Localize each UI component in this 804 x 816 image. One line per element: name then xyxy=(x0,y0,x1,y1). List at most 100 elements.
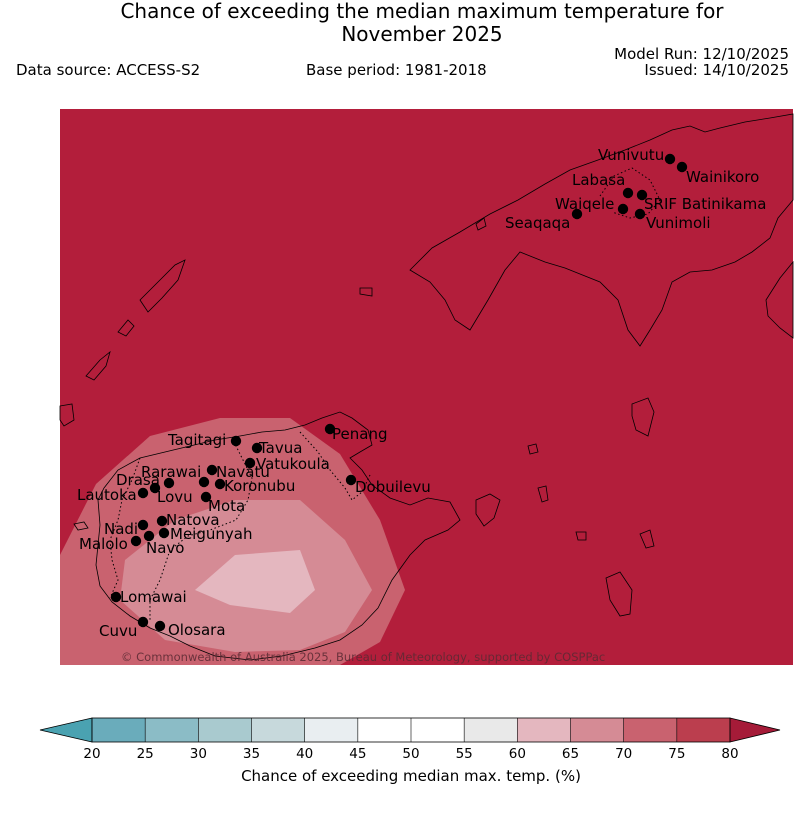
boundary-north xyxy=(599,167,661,219)
colorbar-tick-label: 35 xyxy=(243,746,260,762)
site-label: Seaqaqa xyxy=(505,214,570,232)
site-marker xyxy=(156,515,168,527)
base-period: Base period: 1981-2018 xyxy=(306,61,487,79)
copyright-text: © Commonwealth of Australia 2025, Bureau… xyxy=(121,650,605,664)
colorbar-title: Chance of exceeding median max. temp. (%… xyxy=(241,767,581,785)
colorbar-segment xyxy=(145,718,199,742)
boundary-west xyxy=(109,457,141,599)
site-marker xyxy=(143,530,155,542)
island-c xyxy=(85,350,111,381)
site-marker xyxy=(324,423,336,435)
site-marker xyxy=(137,487,149,499)
site-marker xyxy=(137,519,149,531)
site-marker xyxy=(244,457,256,469)
colorbar-tick-label: 30 xyxy=(190,746,207,762)
island-n xyxy=(475,217,487,231)
site-marker xyxy=(214,478,226,490)
site-label: Tavua xyxy=(258,439,302,457)
site-label: Drasa xyxy=(116,471,160,489)
site-marker xyxy=(676,161,688,173)
site-label: Natova xyxy=(166,511,220,529)
issued-date: Issued: 14/10/2025 xyxy=(644,61,789,79)
site-label: Olosara xyxy=(168,621,226,639)
site-marker xyxy=(137,616,149,628)
site-label: Meigunyah xyxy=(170,525,252,543)
vanua-levu-coast xyxy=(409,113,794,347)
colorbar-segment xyxy=(198,718,252,742)
colorbar-segment xyxy=(464,718,518,742)
colorbar-tick-label: 65 xyxy=(562,746,579,762)
island-l xyxy=(639,529,655,549)
colorbar-tick-label: 55 xyxy=(456,746,473,762)
island-m xyxy=(73,521,89,531)
site-marker xyxy=(345,474,357,486)
colorbar-tick-label: 40 xyxy=(296,746,313,762)
data-source: Data source: ACCESS-S2 xyxy=(16,61,201,79)
site-label: Cuvu xyxy=(99,622,137,640)
island-e xyxy=(359,287,373,297)
site-marker xyxy=(154,620,166,632)
site-marker xyxy=(636,189,648,201)
site-marker xyxy=(634,208,646,220)
site-marker xyxy=(622,187,634,199)
colorbar-segment xyxy=(517,718,571,742)
island-a xyxy=(139,259,186,313)
colorbar-tick-label: 20 xyxy=(83,746,100,762)
colorbar-segment xyxy=(251,718,306,742)
site-marker xyxy=(163,477,175,489)
chart-title: Chance of exceeding the median maximum t… xyxy=(0,0,804,46)
island-f xyxy=(631,397,655,437)
title-line-1: Chance of exceeding the median maximum t… xyxy=(120,0,724,23)
colorbar-tick-label: 25 xyxy=(137,746,154,762)
site-label: Vatukoula xyxy=(256,455,330,473)
island-h xyxy=(537,485,549,503)
site-marker xyxy=(158,527,170,539)
colorbar: 20 25 30 35 40 45 50 55 60 65 70 75 80 Chance of exce… xyxy=(39,717,781,785)
site-label: Malolo xyxy=(79,535,128,553)
island-i xyxy=(605,571,633,617)
colorbar-segment xyxy=(92,718,146,742)
site-marker xyxy=(130,535,142,547)
site-label: Koronubu xyxy=(224,477,295,495)
colorbar-segment xyxy=(304,718,359,742)
colorbar-segment xyxy=(676,718,731,742)
site-label: Nadi xyxy=(104,520,138,538)
site-label: Lovu xyxy=(157,488,193,506)
site-label: Labasa xyxy=(572,171,625,189)
island-j xyxy=(527,443,539,455)
site-marker xyxy=(200,491,212,503)
colorbar-tick-label: 75 xyxy=(668,746,685,762)
site-marker xyxy=(149,482,161,494)
colorbar-tick-label: 80 xyxy=(721,746,738,762)
colorbar-over-arrow xyxy=(729,717,781,743)
colorbar-tick-label: 60 xyxy=(509,746,526,762)
site-label: Navo xyxy=(146,539,184,557)
colorbar-segment xyxy=(623,718,678,742)
site-label: SRIF Batinikama xyxy=(644,195,766,213)
model-run: Model Run: 12/10/2025 xyxy=(614,45,789,63)
site-label: Mota xyxy=(208,497,245,515)
site-marker xyxy=(230,435,242,447)
colorbar-under-arrow xyxy=(39,717,93,743)
site-label: Lautoka xyxy=(77,486,137,504)
site-label: Penang xyxy=(332,425,387,443)
site-marker xyxy=(110,591,122,603)
coastlines xyxy=(59,113,794,661)
contour-60-65 xyxy=(195,550,315,613)
site-marker xyxy=(664,153,676,165)
site-label: Vunimoli xyxy=(646,214,711,232)
site-label: Waiqele xyxy=(555,195,614,213)
taveuni-coast xyxy=(765,260,794,339)
site-marker xyxy=(571,208,583,220)
site-marker xyxy=(251,442,263,454)
probability-contours xyxy=(60,418,405,665)
boundary-central xyxy=(149,437,253,620)
colorbar-tick-label: 50 xyxy=(402,746,419,762)
colorbar-segment xyxy=(411,718,465,742)
site-markers: Vunivutu Wainikoro Labasa SRIF Batinikama Wa… xyxy=(77,146,766,640)
province-boundaries xyxy=(109,167,661,620)
site-label: Rarawai xyxy=(141,463,201,481)
site-label: Vunivutu xyxy=(598,146,664,164)
site-label: Tagitagi xyxy=(167,431,226,449)
